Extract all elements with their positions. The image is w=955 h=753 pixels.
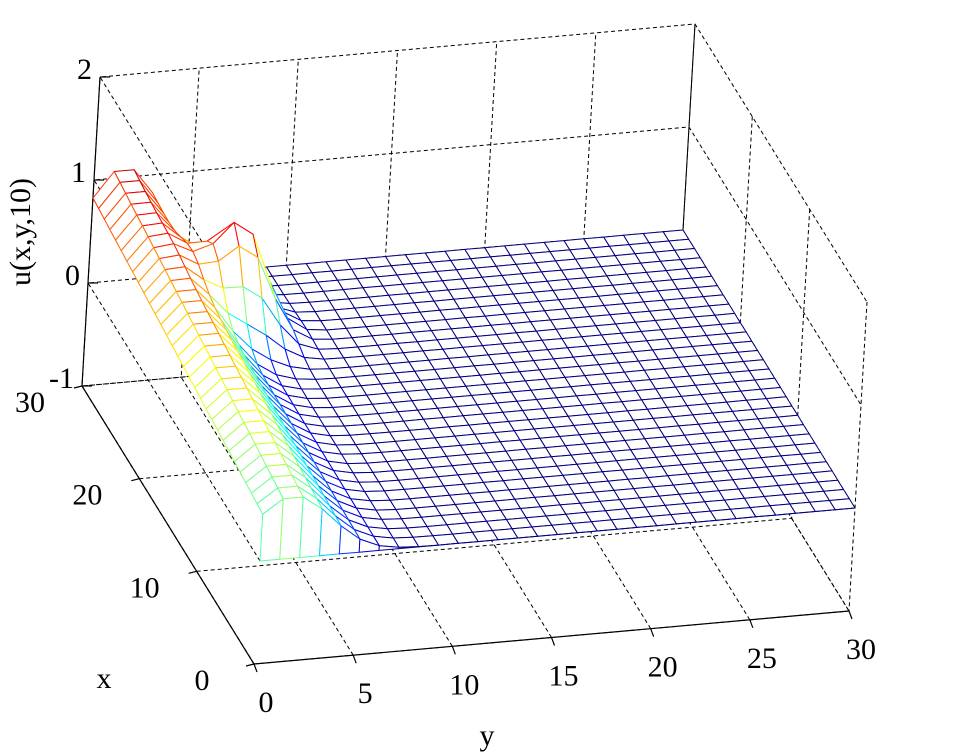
- x-tick-label: 10: [130, 571, 160, 604]
- x-tick-label: 0: [195, 664, 210, 697]
- x-axis-line: [81, 385, 255, 665]
- z-axis-line: [81, 76, 101, 387]
- y-tick-label: 30: [846, 633, 876, 666]
- y-tick: [253, 663, 258, 673]
- z-tick-label: 0: [65, 259, 80, 292]
- z-tick-label: 2: [77, 53, 92, 86]
- x-tick: [188, 570, 197, 574]
- grid-line: [196, 209, 811, 572]
- y-tick-label: 0: [259, 686, 274, 719]
- y-tick-label: 15: [549, 660, 579, 693]
- mesh-edge: [398, 546, 420, 550]
- mesh-edge: [834, 507, 856, 511]
- x-tick-label: 30: [15, 386, 45, 419]
- y-tick: [352, 654, 357, 664]
- y-tick: [451, 646, 456, 655]
- x-tick: [131, 478, 140, 482]
- grid-line: [378, 50, 552, 638]
- mesh-edge: [418, 544, 439, 548]
- y-tick: [749, 619, 754, 629]
- x-tick: [245, 663, 255, 667]
- x-axis-label: x: [97, 662, 112, 695]
- y-tick-label: 5: [358, 677, 373, 710]
- surface-mesh: [92, 169, 856, 562]
- y-tick: [650, 628, 655, 637]
- y-tick-label: 20: [648, 651, 678, 684]
- y-tick: [550, 637, 556, 646]
- axes: [73, 76, 853, 673]
- grid-line: [478, 41, 652, 629]
- grid-line: [99, 23, 868, 356]
- x-tick-label: 20: [72, 479, 102, 512]
- x-tick: [73, 385, 83, 389]
- y-tick-label: 10: [449, 668, 479, 701]
- y-tick-label: 25: [747, 642, 777, 675]
- y-axis-label: y: [480, 719, 495, 752]
- z-axis-label: u(x,y,10): [4, 178, 37, 286]
- z-tick-label: -1: [49, 362, 74, 395]
- y-tick: [848, 610, 853, 620]
- z-tick-label: 1: [71, 156, 86, 189]
